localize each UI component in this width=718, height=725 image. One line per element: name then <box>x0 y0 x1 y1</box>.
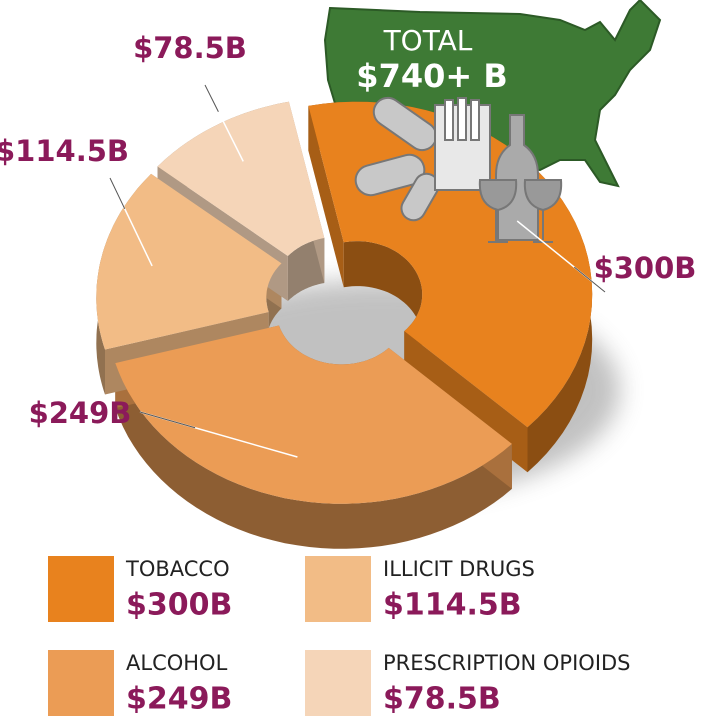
slice <box>115 325 512 504</box>
legend-swatch <box>305 650 371 716</box>
slice-side <box>343 241 423 377</box>
legend: TOBACCO $300B ALCOHOL $249B ILLICIT DRUGS $11… <box>48 556 631 717</box>
legend-label: TOBACCO <box>125 557 230 581</box>
legend-value: $249B <box>126 682 232 717</box>
annotation: TOTAL <box>383 24 473 57</box>
legend-swatch <box>48 650 114 716</box>
value-labels: $300B $249B $114.5B $78.5B <box>0 31 697 458</box>
legend-label: ILLICIT DRUGS <box>383 557 535 581</box>
value-label: $114.5B <box>0 134 129 168</box>
slice <box>96 173 282 350</box>
leader-line <box>204 84 219 112</box>
legend-value: $78.5B <box>383 682 501 717</box>
leader-line <box>139 411 196 429</box>
legend-label: PRESCRIPTION OPIOIDS <box>383 651 631 675</box>
slice <box>157 101 325 256</box>
legend-swatch <box>305 556 371 622</box>
leader-line <box>573 266 606 293</box>
value-label: $78.5B <box>133 31 247 65</box>
annotation: $740+ B <box>356 57 507 95</box>
slice-side <box>308 105 344 288</box>
slice-side <box>287 238 325 301</box>
value-label: $249B <box>29 396 132 430</box>
slice-side <box>115 363 512 549</box>
legend-value: $300B <box>126 588 232 623</box>
value-label: $300B <box>594 251 697 285</box>
legend-label: ALCOHOL <box>126 651 228 675</box>
legend-value: $114.5B <box>383 588 522 623</box>
leader-line <box>109 177 126 210</box>
icons <box>354 96 563 243</box>
legend-swatch <box>48 556 114 622</box>
